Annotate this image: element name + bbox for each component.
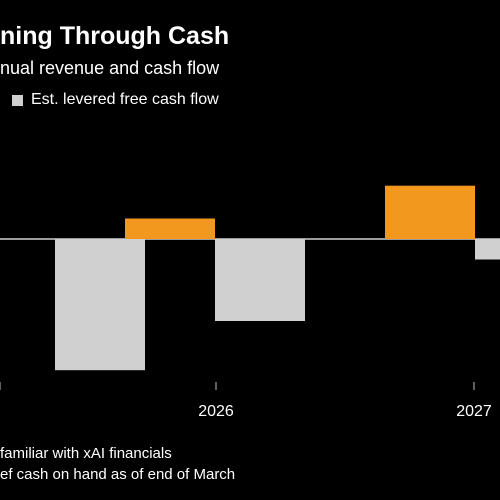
legend-swatch-cash-flow — [12, 94, 23, 106]
cash-flow-bar-2025 — [55, 239, 145, 371]
legend-label-cash-flow: Est. levered free cash flow — [31, 91, 219, 108]
cash-flow-bar-2026 — [215, 239, 305, 321]
footnote-line-2: ef cash on hand as of end of March — [0, 466, 236, 483]
legend: Est. levered free cash flow — [12, 91, 219, 109]
x-tick-label-2026: 2026 — [198, 403, 234, 420]
revenue-bar-2027 — [385, 185, 475, 239]
chart-title: ning Through Cash — [0, 22, 230, 50]
footnote-line-1: familiar with xAI financials — [0, 445, 172, 462]
x-tick-label-2027: 2027 — [456, 403, 492, 420]
chart-subtitle: nual revenue and cash flow — [0, 58, 220, 78]
revenue-bar-2026 — [125, 218, 215, 239]
footnotes: familiar with xAI financials ef cash on … — [0, 443, 235, 485]
cash-flow-bar-2027 — [475, 239, 500, 260]
